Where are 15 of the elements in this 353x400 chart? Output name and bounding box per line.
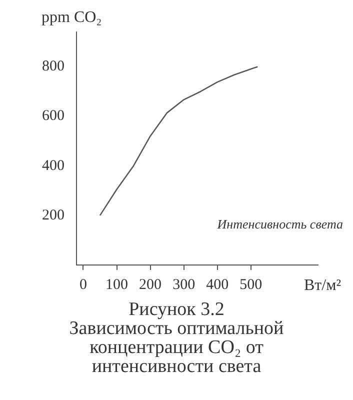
x-tick-label: 200 bbox=[139, 276, 162, 293]
y-tick-label: 200 bbox=[42, 207, 64, 224]
y-tick-label: 800 bbox=[42, 58, 64, 75]
text: Зависимость оптимальной концентрации CO₂ от интенсивности света bbox=[68, 318, 285, 377]
x-tick-label: 100 bbox=[106, 276, 128, 293]
y-tick-label: 400 bbox=[42, 158, 64, 174]
x-tick-label: 500 bbox=[240, 276, 262, 293]
x-tick-label: 300 bbox=[172, 276, 196, 293]
text: Рисунок 3.2 bbox=[128, 299, 226, 320]
x-tick-label: 400 bbox=[206, 276, 229, 293]
y-tick-label: 600 bbox=[42, 108, 64, 124]
x-tick-label: 0 bbox=[79, 276, 87, 293]
annotation: Интенсивность света bbox=[216, 216, 344, 232]
y-axis-title: ppm CO₂ bbox=[42, 9, 102, 26]
x-axis-title: Вт/м² bbox=[304, 277, 342, 294]
